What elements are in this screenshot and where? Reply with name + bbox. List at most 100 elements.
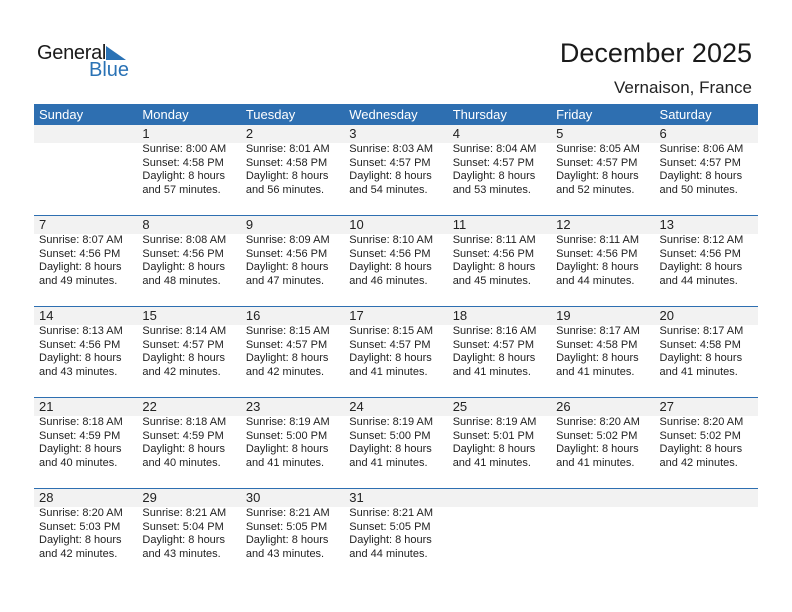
minutes-text: and 44 minutes. [659,274,738,287]
sunset-text: Sunset: 5:02 PM [659,429,741,442]
day-cell: 27 Sunrise: 8:20 AM Sunset: 5:02 PM Dayligh… [655,398,758,470]
logo-word-general: General [37,42,107,64]
sunset-text: Sunset: 4:56 PM [245,247,328,260]
sunrise-text: Sunrise: 8:11 AM [452,234,536,246]
daylight-text: Daylight: 8 hours [659,443,743,455]
sunrise-text: Sunrise: 8:18 AM [142,416,227,428]
day-number: 14 [39,308,54,323]
week-cells: 14 Sunrise: 8:13 AM Sunset: 4:56 PM Dayligh… [34,307,758,379]
day-number-band [34,307,758,325]
sunset-text: Sunset: 4:58 PM [142,156,224,169]
sunset-text: Sunset: 4:57 PM [659,156,741,169]
day-number: 3 [349,126,357,141]
week-row: 28 Sunrise: 8:20 AM Sunset: 5:03 PM Dayligh… [34,488,758,579]
day-cell: 18 Sunrise: 8:16 AM Sunset: 4:57 PM Dayligh… [448,307,551,379]
day-number: 16 [245,308,261,323]
day-number: 28 [39,490,54,505]
daylight-text: Daylight: 8 hours [245,170,329,182]
weekday-thursday: Thursday [452,107,507,122]
sunset-text: Sunset: 4:56 PM [452,247,535,260]
minutes-text: and 48 minutes. [142,274,221,287]
daylight-text: Daylight: 8 hours [142,443,225,455]
day-cell: 23 Sunrise: 8:19 AM Sunset: 5:00 PM Dayligh… [241,398,344,470]
minutes-text: and 47 minutes. [245,274,325,287]
minutes-text: and 41 minutes. [452,456,531,469]
weekday-header: Sunday Monday Tuesday Wednesday Thursday Frid… [34,104,758,125]
sunset-text: Sunset: 5:04 PM [142,520,224,533]
day-number: 24 [349,399,364,414]
minutes-text: and 49 minutes. [39,274,118,287]
sunset-text: Sunset: 4:57 PM [556,156,638,169]
daylight-text: Daylight: 8 hours [245,352,329,364]
minutes-text: and 42 minutes. [39,547,118,560]
sunset-text: Sunset: 5:05 PM [245,520,328,533]
sunrise-text: Sunrise: 8:11 AM [556,234,640,246]
sunset-text: Sunset: 4:56 PM [556,247,638,260]
minutes-text: and 41 minutes. [452,365,531,378]
day-cell: 10 Sunrise: 8:10 AM Sunset: 4:56 PM Dayligh… [344,216,447,288]
daylight-text: Daylight: 8 hours [142,534,225,546]
daylight-text: Daylight: 8 hours [556,352,639,364]
week-row: 7 Sunrise: 8:07 AM Sunset: 4:56 PM Daylight… [34,215,758,306]
day-number: 11 [452,217,467,232]
sunrise-text: Sunrise: 8:16 AM [452,325,537,337]
day-cell: 15 Sunrise: 8:14 AM Sunset: 4:57 PM Dayligh… [137,307,240,379]
day-number: 12 [556,217,571,232]
minutes-text: and 44 minutes. [349,547,428,560]
minutes-text: and 56 minutes. [245,183,325,196]
sunset-text: Sunset: 4:56 PM [659,247,741,260]
minutes-text: and 41 minutes. [245,456,325,469]
day-number: 7 [39,217,47,232]
daylight-text: Daylight: 8 hours [349,352,432,364]
minutes-text: and 45 minutes. [452,274,531,287]
daylight-text: Daylight: 8 hours [556,443,639,455]
week-cells: 21 Sunrise: 8:18 AM Sunset: 4:59 PM Dayligh… [34,398,758,470]
sunrise-text: Sunrise: 8:15 AM [349,325,434,337]
daylight-text: Daylight: 8 hours [556,170,639,182]
weekday-friday: Friday [556,107,593,122]
week-row: 21 Sunrise: 8:18 AM Sunset: 4:59 PM Dayligh… [34,397,758,488]
daylight-text: Daylight: 8 hours [39,352,122,364]
weekday-saturday: Saturday [659,107,712,122]
day-number: 26 [556,399,571,414]
day-number: 4 [452,126,460,141]
day-cell: 19 Sunrise: 8:17 AM Sunset: 4:58 PM Dayligh… [551,307,654,379]
sunrise-text: Sunrise: 8:13 AM [39,325,123,337]
minutes-text: and 42 minutes. [659,456,738,469]
day-number: 13 [659,217,674,232]
day-cell: 25 Sunrise: 8:19 AM Sunset: 5:01 PM Dayligh… [448,398,551,470]
day-number: 17 [349,308,364,323]
sunrise-text: Sunrise: 8:21 AM [349,507,434,519]
minutes-text: and 43 minutes. [39,365,118,378]
sunrise-text: Sunrise: 8:12 AM [659,234,744,246]
sunset-text: Sunset: 4:57 PM [349,338,431,351]
sunset-text: Sunset: 4:58 PM [556,338,638,351]
sunset-text: Sunset: 4:57 PM [349,156,431,169]
sunset-text: Sunset: 5:00 PM [349,429,431,442]
empty-day-cell [655,489,758,561]
sunrise-text: Sunrise: 8:20 AM [39,507,123,519]
day-number: 19 [556,308,571,323]
minutes-text: and 52 minutes. [556,183,635,196]
sunrise-text: Sunrise: 8:00 AM [142,143,227,155]
sunset-text: Sunset: 4:58 PM [245,156,328,169]
daylight-text: Daylight: 8 hours [349,534,432,546]
sunrise-text: Sunrise: 8:19 AM [452,416,537,428]
day-cell: 8 Sunrise: 8:08 AM Sunset: 4:56 PM Daylight… [137,216,240,288]
day-number: 18 [452,308,468,323]
daylight-text: Daylight: 8 hours [142,170,225,182]
minutes-text: and 53 minutes. [452,183,531,196]
day-number: 10 [349,217,364,232]
minutes-text: and 42 minutes. [142,365,221,378]
minutes-text: and 50 minutes. [659,183,738,196]
day-cell: 26 Sunrise: 8:20 AM Sunset: 5:02 PM Dayligh… [551,398,654,470]
daylight-text: Daylight: 8 hours [245,261,329,273]
calendar-grid: Sunday Monday Tuesday Wednesday Thursday Frid… [34,104,758,579]
minutes-text: and 41 minutes. [556,365,635,378]
day-cell: 3 Sunrise: 8:03 AM Sunset: 4:57 PM Daylight… [344,125,447,197]
logo-triangle-icon [106,46,126,60]
day-cell: 21 Sunrise: 8:18 AM Sunset: 4:59 PM Dayligh… [34,398,137,470]
sunrise-text: Sunrise: 8:06 AM [659,143,744,155]
day-cell: 5 Sunrise: 8:05 AM Sunset: 4:57 PM Daylight… [551,125,654,197]
day-number: 27 [659,399,674,414]
